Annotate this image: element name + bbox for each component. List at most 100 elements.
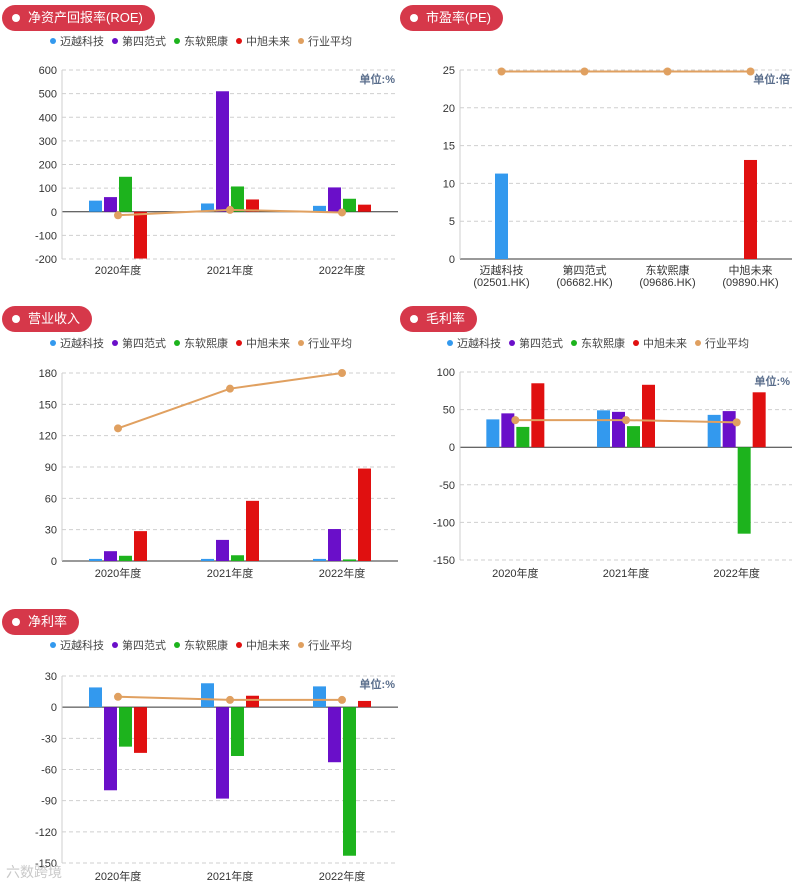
y-tick-label: -150 [433,555,455,567]
y-tick-label: 400 [39,112,57,124]
legend-marker-icon [447,340,453,346]
x-tick-label: 2020年度 [95,869,141,883]
legend-item[interactable]: 中旭未来 [236,33,290,49]
title-pill-roe: 净资产回报率(ROE) [2,5,155,31]
y-tick-label: 180 [39,368,57,380]
x-tick-label: 2021年度 [207,566,253,580]
legend-item[interactable]: 中旭未来 [236,637,290,653]
bar [313,686,326,708]
legend-item[interactable]: 东软熙康 [174,335,228,351]
bar [328,187,341,212]
legend-item[interactable]: 东软熙康 [174,33,228,49]
legend-item[interactable]: 第四范式 [112,637,166,653]
legend-label: 迈越科技 [60,36,104,48]
legend-item[interactable]: 行业平均 [298,33,352,49]
y-tick-label: 10 [443,178,455,190]
bar [752,392,766,448]
legend-label: 中旭未来 [246,36,290,48]
legend-label: 第四范式 [519,338,563,350]
y-tick-label: 90 [45,462,57,474]
legend-roe[interactable]: 迈越科技 第四范式 东软熙康 中旭未来 行业平均 [50,33,360,49]
legend-item[interactable]: 东软熙康 [571,335,625,351]
legend-marker-icon [571,340,577,346]
legend-item[interactable]: 行业平均 [298,335,352,351]
y-tick-label: 0 [51,207,57,219]
bar [201,558,214,561]
x-tick-label: 2021年度 [207,263,253,277]
average-point [746,67,755,76]
bar [246,199,259,212]
legend-item[interactable]: 第四范式 [509,335,563,351]
chart-roe: -200 -100 0 100 200 300 400 500 600 2020年度 2021年度 2… [35,65,398,277]
y-tick-label: -200 [35,254,57,266]
legend-label: 东软熙康 [184,640,228,652]
legend-netmargin[interactable]: 迈越科技 第四范式 东软熙康 中旭未来 行业平均 [50,637,360,653]
legend-marker-icon [236,38,242,44]
x-tick-label: 迈越科技 [480,263,524,277]
y-tick-label: 20 [443,103,455,115]
y-tick-label: 100 [39,183,57,195]
unit-label: 单位:% [755,374,791,388]
bar [737,447,751,534]
bar [216,707,229,799]
legend-label: 中旭未来 [246,338,290,350]
y-tick-label: 0 [449,254,455,266]
legend-label: 行业平均 [308,640,352,652]
y-tick-label: -60 [41,765,57,777]
bar [104,551,117,561]
legend-item[interactable]: 迈越科技 [50,33,104,49]
y-tick-label: 100 [437,367,455,379]
bar [744,159,757,259]
pill-dot-icon [410,315,418,323]
bar [313,205,326,212]
bar [231,555,244,561]
chart-pe: 0 5 10 15 20 25 迈越科技(02501.HK) 第四范式(06682.HK) 东软… [443,65,792,289]
chart-title-roe: 净资产回报率(ROE) [28,10,143,25]
bar [104,707,117,791]
x-tick-label: 东软熙康 [646,263,690,277]
y-tick-label: 60 [45,493,57,505]
legend-item[interactable]: 行业平均 [298,637,352,653]
legend-item[interactable]: 行业平均 [695,335,749,351]
legend-revenue[interactable]: 迈越科技 第四范式 东软熙康 中旭未来 行业平均 [50,335,360,351]
y-tick-label: -90 [41,796,57,808]
average-point [497,67,506,76]
legend-marker-icon [633,340,639,346]
chart-revenue: 0 30 60 90 120 150 180 2020年度 2021年度 2022年度 [39,368,398,580]
legend-label: 第四范式 [122,36,166,48]
legend-item[interactable]: 第四范式 [112,33,166,49]
legend-item[interactable]: 第四范式 [112,335,166,351]
legend-item[interactable]: 迈越科技 [50,637,104,653]
y-tick-label: -50 [439,480,455,492]
legend-gross[interactable]: 迈越科技 第四范式 东软熙康 中旭未来 行业平均 [447,335,757,351]
legend-label: 行业平均 [705,338,749,350]
x-tick-label: (06682.HK) [556,277,612,289]
x-tick-label: (02501.HK) [473,277,529,289]
x-tick-label: 中旭未来 [729,263,773,277]
average-point [226,205,234,214]
legend-item[interactable]: 东软熙康 [174,637,228,653]
legend-label: 中旭未来 [246,640,290,652]
legend-marker-icon [112,340,118,346]
bar [358,700,371,708]
legend-marker-icon [236,642,242,648]
legend-item[interactable]: 迈越科技 [447,335,501,351]
y-tick-label: 25 [443,65,455,77]
legend-label: 行业平均 [308,338,352,350]
x-tick-label: 2020年度 [95,566,141,580]
bar [597,410,610,448]
y-tick-label: -100 [433,517,455,529]
y-tick-label: 0 [449,442,455,454]
x-tick-label: 2021年度 [207,869,253,883]
legend-item[interactable]: 中旭未来 [236,335,290,351]
bar [231,186,244,212]
legend-marker-icon [174,642,180,648]
average-point [338,369,346,377]
average-point [114,211,122,220]
average-point [732,418,741,427]
legend-item[interactable]: 中旭未来 [633,335,687,351]
legend-item[interactable]: 迈越科技 [50,335,104,351]
y-tick-label: 300 [39,136,57,148]
x-tick-label: 2020年度 [492,566,538,580]
bar [358,204,371,212]
